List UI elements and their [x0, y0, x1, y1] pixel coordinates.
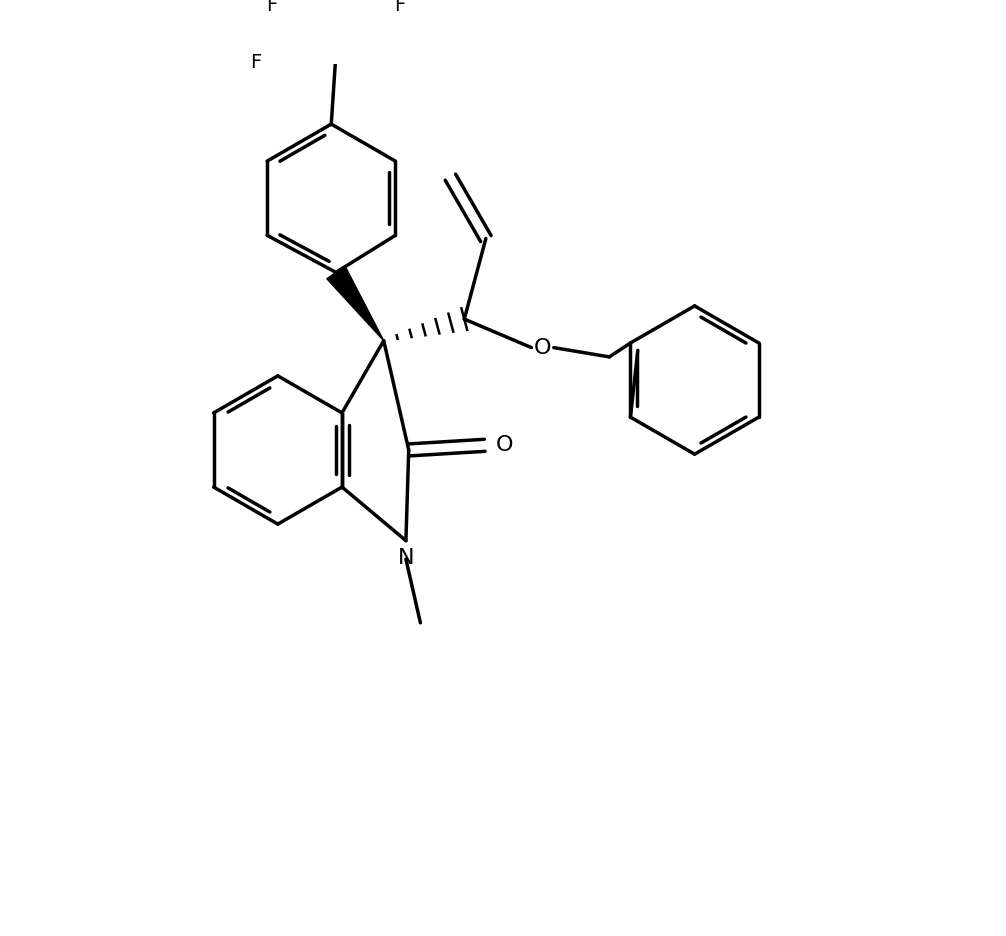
Text: F: F — [267, 0, 278, 15]
Polygon shape — [327, 266, 383, 341]
Text: O: O — [534, 338, 551, 358]
Text: F: F — [394, 0, 405, 15]
Text: O: O — [496, 435, 513, 455]
Text: N: N — [397, 548, 414, 568]
Text: F: F — [250, 52, 262, 71]
